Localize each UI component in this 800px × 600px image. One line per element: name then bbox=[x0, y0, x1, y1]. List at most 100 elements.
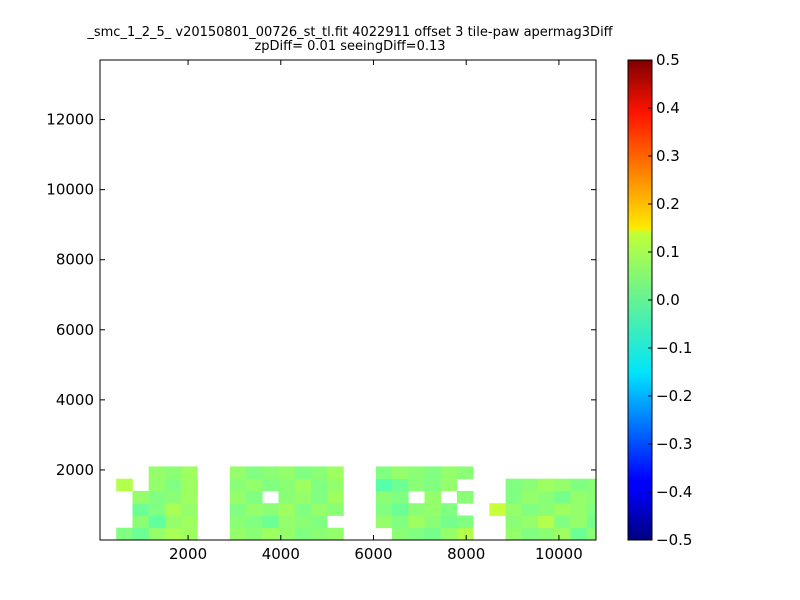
heatmap-cell bbox=[538, 503, 555, 516]
heatmap-cell bbox=[521, 527, 539, 541]
heatmap-cell bbox=[229, 503, 247, 516]
heatmap-cell bbox=[586, 490, 597, 504]
heatmap-cell bbox=[229, 515, 247, 529]
heatmap-cell bbox=[521, 503, 539, 516]
heatmap-cell bbox=[278, 503, 296, 516]
heatmap-cell bbox=[570, 515, 588, 529]
heatmap-cell bbox=[408, 515, 425, 529]
colorbar-tick-label: −0.5 bbox=[656, 531, 692, 549]
heatmap-cell bbox=[440, 515, 458, 529]
heatmap-cell bbox=[408, 478, 425, 492]
heatmap-cell bbox=[440, 466, 458, 480]
heatmap-cell bbox=[246, 490, 263, 504]
x-tick-label: 10000 bbox=[535, 545, 583, 563]
plot-frame bbox=[99, 59, 597, 541]
heatmap-cell bbox=[310, 466, 328, 480]
heatmap-cell bbox=[456, 527, 474, 541]
heatmap-cell bbox=[538, 527, 555, 541]
heatmap-cell bbox=[327, 490, 344, 504]
heatmap-cell bbox=[570, 527, 588, 541]
heatmap-cell bbox=[181, 527, 198, 541]
heatmap-cell bbox=[489, 503, 506, 516]
colorbar-tick-label: −0.2 bbox=[656, 387, 692, 405]
colorbar-tick-label: 0.1 bbox=[656, 243, 680, 261]
heatmap-cell bbox=[164, 466, 182, 480]
heatmap-cell bbox=[538, 478, 555, 492]
heatmap-cell bbox=[570, 503, 588, 516]
heatmap-cell bbox=[505, 527, 523, 541]
heatmap-cell bbox=[375, 478, 393, 492]
heatmap-cell bbox=[375, 490, 393, 504]
heatmap-cell bbox=[554, 527, 571, 541]
y-tick-label: 6000 bbox=[56, 321, 94, 339]
heatmap-cell bbox=[327, 466, 344, 480]
heatmap-cell bbox=[148, 503, 166, 516]
heatmap-cell bbox=[246, 466, 263, 480]
heatmap-cell bbox=[505, 503, 523, 516]
heatmap-cell bbox=[375, 503, 393, 516]
heatmap-cell bbox=[278, 466, 296, 480]
heatmap-cell bbox=[505, 515, 523, 529]
heatmap-cell bbox=[132, 515, 150, 529]
heatmap-cell bbox=[375, 466, 393, 480]
heatmap-cell bbox=[586, 527, 597, 541]
heatmap-cell bbox=[229, 490, 247, 504]
heatmap-cell bbox=[294, 515, 312, 529]
heatmap-cell bbox=[262, 503, 279, 516]
heatmap-cell bbox=[327, 503, 344, 516]
heatmap-cell bbox=[392, 503, 409, 516]
heatmap-cell bbox=[278, 515, 296, 529]
heatmap-cell bbox=[294, 478, 312, 492]
heatmap-cell bbox=[505, 490, 523, 504]
heatmap-cell bbox=[310, 527, 328, 541]
x-tick-label: 6000 bbox=[354, 545, 392, 563]
heatmap-cell bbox=[262, 466, 279, 480]
heatmap-cell bbox=[521, 515, 539, 529]
heatmap-cell bbox=[262, 527, 279, 541]
heatmap-cell bbox=[262, 515, 279, 529]
x-tick-label: 4000 bbox=[262, 545, 300, 563]
heatmap-cell bbox=[148, 527, 166, 541]
heatmap-cell bbox=[116, 478, 133, 492]
heatmap-cell bbox=[424, 503, 442, 516]
heatmap-cell bbox=[132, 527, 150, 541]
heatmap-cell bbox=[278, 478, 296, 492]
heatmap-cell bbox=[148, 466, 166, 480]
heatmap-cell bbox=[505, 478, 523, 492]
colorbar: 0.5 0.4 0.3 0.2 0.1 0.0 −0.1 −0.2 −0.3 −0.4 −0.5 bbox=[627, 51, 692, 549]
heatmap-cell bbox=[392, 478, 409, 492]
chart-subtitle: zpDiff= 0.01 seeingDiff=0.13 bbox=[254, 39, 446, 54]
y-tick-label: 4000 bbox=[56, 391, 94, 409]
heatmap-cell bbox=[392, 515, 409, 529]
heatmap-cell bbox=[456, 515, 474, 529]
heatmap-cell bbox=[116, 527, 133, 541]
chart-title: _smc_1_2_5_ v20150801_00726_st_tl.fit 40… bbox=[87, 25, 613, 40]
heatmap-cell bbox=[164, 503, 182, 516]
heatmap-cell bbox=[246, 527, 263, 541]
heatmap-cell bbox=[554, 515, 571, 529]
heatmap-cell bbox=[148, 490, 166, 504]
heatmap-cell bbox=[229, 527, 247, 541]
heatmap-cell bbox=[229, 478, 247, 492]
heatmap-cell bbox=[586, 515, 597, 529]
heatmap-cell bbox=[424, 466, 442, 480]
heatmap-cell bbox=[424, 527, 442, 541]
heatmap-cell bbox=[456, 490, 474, 504]
heatmap-cell bbox=[164, 515, 182, 529]
heatmap-cell bbox=[246, 515, 263, 529]
heatmap-cell bbox=[440, 478, 458, 492]
heatmap-cell bbox=[554, 490, 571, 504]
colorbar-tick-label: 0.5 bbox=[656, 51, 680, 69]
colorbar-ticks: 0.5 0.4 0.3 0.2 0.1 0.0 −0.1 −0.2 −0.3 −0.4 −0.5 bbox=[648, 51, 692, 549]
heatmap-cell bbox=[408, 503, 425, 516]
heatmap-cell bbox=[408, 527, 425, 541]
heatmap-cell bbox=[181, 515, 198, 529]
colorbar-tick-label: 0.3 bbox=[656, 147, 680, 165]
y-tick-label: 10000 bbox=[46, 181, 94, 199]
heatmap-cell bbox=[392, 490, 409, 504]
heatmap-cell bbox=[181, 503, 198, 516]
y-tick-label: 2000 bbox=[56, 461, 94, 479]
heatmap-cell bbox=[570, 478, 588, 492]
heatmap-cell bbox=[586, 503, 597, 516]
